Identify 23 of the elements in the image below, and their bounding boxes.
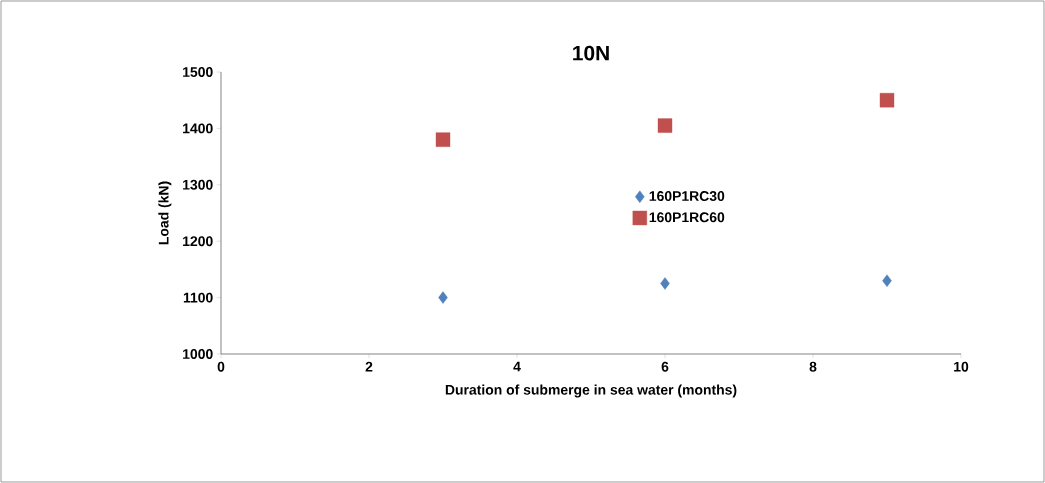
- point: [660, 277, 670, 290]
- y-axis-title: Load (kN): [158, 181, 172, 245]
- x-tick-label: 4: [513, 361, 521, 372]
- y-tick-label: 1200: [183, 236, 213, 247]
- legend-label: 160P1RC60: [649, 212, 725, 223]
- x-tick-label: 6: [661, 361, 669, 372]
- point: [879, 93, 895, 108]
- point: [657, 118, 673, 133]
- x-tick-label: 0: [217, 361, 225, 372]
- y-tick-label: 1500: [183, 67, 213, 77]
- x-tick-label: 10: [954, 361, 969, 372]
- point: [882, 274, 892, 287]
- y-tick-label: 1000: [183, 349, 213, 359]
- y-tick-label: 1400: [183, 123, 213, 134]
- y-tick-label: 1300: [183, 179, 213, 190]
- y-tick-label: 1100: [183, 292, 213, 303]
- x-tick-label: 2: [365, 361, 373, 372]
- x-axis-title: Duration of submerge in sea water (months): [445, 384, 737, 398]
- chart-title: 10N: [573, 45, 609, 61]
- legend-label: 160P1RC30: [649, 191, 725, 202]
- point: [438, 291, 448, 304]
- x-tick-label: 8: [809, 361, 817, 372]
- point: [435, 132, 451, 147]
